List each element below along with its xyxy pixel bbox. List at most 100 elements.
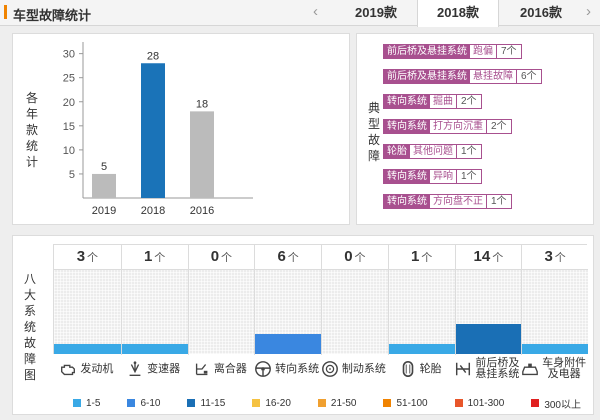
next-arrow-icon[interactable]: ›	[586, 3, 591, 20]
system-name: 前后桥及 悬挂系统	[475, 357, 520, 380]
system-column[interactable]: 14 个	[454, 245, 522, 355]
system-label[interactable]: 转向系统	[253, 356, 320, 382]
system-name: 车身附件 及电器	[542, 357, 587, 380]
system-bar-area	[322, 270, 388, 354]
transmission-icon	[126, 360, 144, 378]
fault-issue: 跑偏	[470, 45, 496, 58]
header-bar: 车型故障统计 ‹ 2019款 2018款 2016款 ›	[0, 0, 600, 27]
tab-2018[interactable]: 2018款	[417, 0, 499, 27]
legend-label: 21-50	[330, 397, 357, 409]
tab-2019[interactable]: 2019款	[355, 5, 397, 20]
system-bar-fill	[388, 344, 455, 354]
legend-swatch	[73, 399, 81, 407]
color-legend: 1-5 6-10 11-15 16-20 21-50 51-100 101-300 300以上	[73, 396, 593, 411]
legend-swatch	[252, 399, 261, 407]
systems-grid: 3 个 1 个 0 个 6 个 0 个 1 个 14 个 3 个	[53, 244, 588, 355]
fault-count: 1个	[486, 195, 511, 208]
system-label[interactable]: 车身附件 及电器	[520, 356, 587, 382]
fault-tag[interactable]: 前后桥及悬挂系统 悬挂故障 6个	[383, 69, 542, 84]
system-bar-area	[255, 270, 321, 354]
systems-labels: 发动机 变速器 离合器 转向系统 制动系统 轮胎 前后桥及 悬挂系统 车身附件 及电器	[53, 356, 587, 382]
system-count-unit: 个	[87, 252, 99, 264]
bar-value-label: 18	[196, 98, 208, 110]
page-title: 车型故障统计	[13, 8, 92, 23]
legend-label: 1-5	[86, 397, 101, 409]
legend-swatch	[187, 399, 196, 407]
bar-value-label: 5	[101, 161, 107, 173]
fault-count: 1个	[456, 145, 481, 158]
bar-2018[interactable]	[141, 63, 165, 198]
fault-category: 转向系统	[384, 95, 430, 108]
legend-label: 300以上	[544, 399, 581, 411]
legend-swatch	[317, 399, 326, 407]
fault-issue: 悬挂故障	[470, 70, 516, 83]
system-count-unit: 个	[287, 252, 299, 264]
x-tick-label: 2016	[190, 205, 214, 217]
bar-value-label: 28	[147, 50, 159, 62]
fault-issue: 方向盘不正	[430, 195, 486, 208]
system-count-unit: 个	[554, 252, 566, 264]
fault-category: 前后桥及悬挂系统	[384, 45, 470, 58]
fault-tag[interactable]: 轮胎 其他问题 1个	[383, 144, 482, 159]
prev-arrow-icon[interactable]: ‹	[313, 3, 318, 20]
fault-issue: 其他问题	[410, 145, 456, 158]
system-bar-area	[455, 270, 522, 354]
system-name: 变速器	[147, 362, 181, 375]
fault-count: 6个	[516, 70, 541, 83]
legend-label: 11-15	[200, 397, 226, 409]
tab-2016[interactable]: 2016款	[520, 5, 562, 20]
y-tick-label: 10	[63, 145, 75, 157]
typical-side-label: 典型故障	[367, 101, 380, 163]
system-count-number: 3	[76, 248, 86, 265]
system-count-unit: 个	[221, 252, 233, 264]
fault-tag[interactable]: 转向系统 异响 1个	[383, 169, 482, 184]
system-bar-fill	[455, 324, 522, 354]
legend-item: 16-20	[252, 396, 291, 410]
system-label[interactable]: 变速器	[120, 356, 187, 382]
bar-2016[interactable]	[190, 111, 214, 198]
fault-count: 2个	[486, 120, 511, 133]
fault-count: 7个	[496, 45, 521, 58]
legend-item: 51-100	[383, 396, 428, 410]
legend-label: 6-10	[140, 397, 161, 409]
y-tick-label: 15	[63, 121, 75, 133]
system-bar-fill	[255, 334, 321, 354]
fault-tag[interactable]: 前后桥及悬挂系统 跑偏 7个	[383, 44, 522, 59]
fault-tag[interactable]: 转向系统 掘曲 2个	[383, 94, 482, 109]
fault-tag[interactable]: 转向系统 方向盘不正 1个	[383, 194, 512, 209]
eight-systems-panel: 八大系统故障图 3 个 1 个 0 个 6 个 0 个 1 个 14 个 3 个 发动机 变速器 离合器 转向系统制…	[12, 235, 594, 415]
fault-category: 转向系统	[384, 170, 430, 183]
system-name: 发动机	[80, 362, 114, 375]
system-label[interactable]: 离合器	[187, 356, 254, 382]
system-bar-area	[522, 270, 588, 354]
clutch-icon	[193, 360, 211, 378]
system-count: 14 个	[455, 245, 522, 270]
system-label[interactable]: 前后桥及 悬挂系统	[454, 356, 521, 382]
fault-tag[interactable]: 转向系统 打方向沉重 2个	[383, 119, 512, 134]
bar-2019[interactable]	[92, 173, 116, 198]
suspension-icon	[454, 360, 472, 378]
fault-category: 转向系统	[384, 195, 430, 208]
fault-issue: 打方向沉重	[430, 120, 486, 133]
system-label[interactable]: 制动系统	[320, 356, 387, 382]
system-label[interactable]: 发动机	[53, 356, 120, 382]
eight-side-label: 八大系统故障图	[23, 272, 36, 382]
system-count-number: 1	[410, 248, 420, 265]
system-count-unit: 个	[492, 252, 504, 264]
system-count-number: 14	[473, 248, 491, 265]
legend-item: 11-15	[187, 396, 225, 410]
system-label[interactable]: 轮胎	[387, 356, 454, 382]
legend-label: 16-20	[265, 397, 291, 409]
